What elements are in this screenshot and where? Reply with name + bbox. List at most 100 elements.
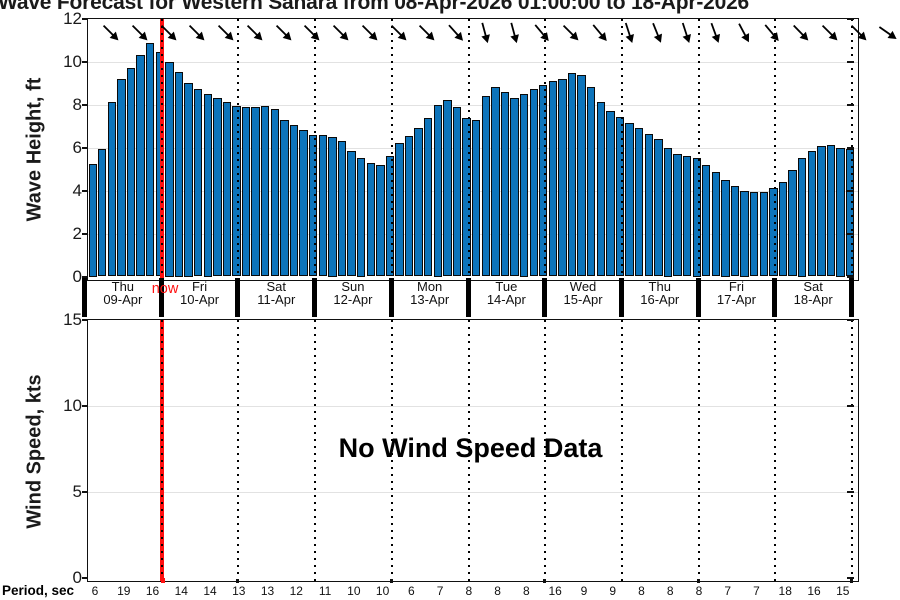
wave-direction-arrow <box>559 21 583 50</box>
period-value: 8 <box>523 584 530 598</box>
wave-bar <box>625 122 634 277</box>
wind-xtick-mark <box>543 578 547 583</box>
wave-bar <box>500 91 510 277</box>
wave-ytick-label: 10 <box>63 52 82 71</box>
wave-ytick-mark <box>81 104 88 106</box>
wave-bar <box>424 118 433 277</box>
period-value: 19 <box>117 584 131 598</box>
period-value: 13 <box>232 584 246 598</box>
wave-ytick-mark-right <box>847 190 854 192</box>
wave-bar <box>606 110 615 277</box>
wave-bar <box>366 162 375 277</box>
wave-bar <box>126 67 136 277</box>
wave-bar <box>472 119 481 277</box>
figure-title: Wave Forecast for Western Sahara from 08… <box>0 0 750 14</box>
wave-direction-arrow <box>157 21 181 50</box>
wave-direction-arrow <box>214 21 238 50</box>
wave-bar <box>836 147 845 277</box>
day-boundary-mark <box>618 278 624 317</box>
period-value: 7 <box>436 584 444 598</box>
wave-bar <box>663 147 673 277</box>
wave-bar <box>136 55 145 277</box>
wave-direction-arrow <box>876 21 900 50</box>
wind-xtick-mark <box>236 578 240 583</box>
wind-ytick-mark-right <box>847 319 854 321</box>
wave-bar <box>347 150 356 277</box>
wave-bar <box>309 134 318 277</box>
wave-bar <box>299 130 308 277</box>
wave-ytick-label: 4 <box>72 181 82 200</box>
day-date-label: 13-Apr <box>410 292 450 307</box>
day-gridline <box>237 319 240 581</box>
wave-bar <box>788 170 797 277</box>
day-gridline <box>697 18 700 280</box>
wave-bar <box>433 104 443 277</box>
wave-bar <box>567 73 577 277</box>
wave-ytick-label: 6 <box>72 138 82 157</box>
day-date-label: 09-Apr <box>103 292 143 307</box>
day-date-label: 16-Apr <box>640 292 680 307</box>
wave-bar <box>817 146 826 277</box>
wave-ytick-mark <box>81 233 88 235</box>
day-gridline <box>160 319 163 581</box>
day-date-label: 10-Apr <box>180 292 220 307</box>
day-gridline <box>851 319 853 581</box>
wind-ytick-label: 0 <box>72 568 82 587</box>
wave-direction-arrow <box>358 21 382 50</box>
wave-direction-arrow <box>732 21 756 50</box>
day-gridline <box>160 18 163 280</box>
wave-bar <box>385 156 395 277</box>
period-value: 16 <box>145 584 160 598</box>
wave-bar <box>107 102 117 277</box>
wave-bar <box>654 138 663 277</box>
wind-ytick-mark-right <box>847 405 854 407</box>
wave-ytick-label: 8 <box>72 95 82 114</box>
day-name-label: Thu <box>648 279 671 294</box>
period-value: 6 <box>408 584 415 598</box>
wave-direction-arrow <box>444 21 468 50</box>
period-value: 8 <box>494 584 501 598</box>
day-date-label: 15-Apr <box>563 292 603 307</box>
wave-bar <box>270 108 280 277</box>
wave-direction-arrow <box>387 21 411 50</box>
wave-bar <box>587 87 596 277</box>
wave-direction-arrow <box>272 21 296 50</box>
wave-bar <box>692 158 701 277</box>
wind-gridline <box>87 491 858 493</box>
wave-direction-arrow <box>674 21 698 50</box>
wave-bar <box>289 124 299 277</box>
wave-bar <box>193 89 203 277</box>
wave-bar <box>117 78 126 277</box>
day-gridline <box>237 18 240 280</box>
wave-bar <box>356 158 366 277</box>
wave-direction-arrow <box>645 21 669 50</box>
wave-direction-arrow <box>128 21 152 50</box>
wind-ytick-label: 5 <box>72 482 82 501</box>
wave-bar <box>376 164 385 277</box>
wave-ytick-mark <box>81 61 88 63</box>
wave-bar <box>807 150 816 277</box>
period-value: 15 <box>836 584 850 598</box>
wave-ytick-mark <box>81 18 88 20</box>
period-value: 16 <box>807 584 821 598</box>
wave-ytick-mark <box>81 190 88 192</box>
day-gridline <box>620 319 623 581</box>
day-name-label: Mon <box>416 279 443 294</box>
day-boundary-mark <box>772 278 778 317</box>
day-boundary-mark <box>158 278 164 317</box>
period-value: 7 <box>724 584 732 598</box>
wave-bar <box>826 145 836 277</box>
day-boundary-mark <box>849 278 854 317</box>
wind-gridline <box>87 405 858 407</box>
wave-ytick-mark-right <box>847 104 854 106</box>
wave-direction-arrow <box>818 21 842 50</box>
wave-bar <box>98 148 107 277</box>
period-value: 9 <box>609 584 617 598</box>
wave-bar <box>634 128 644 277</box>
day-boundary-mark <box>465 278 471 317</box>
wave-bar <box>481 95 490 277</box>
period-value: 13 <box>260 584 275 598</box>
wave-direction-arrow <box>473 21 497 50</box>
day-gridline <box>620 18 623 280</box>
